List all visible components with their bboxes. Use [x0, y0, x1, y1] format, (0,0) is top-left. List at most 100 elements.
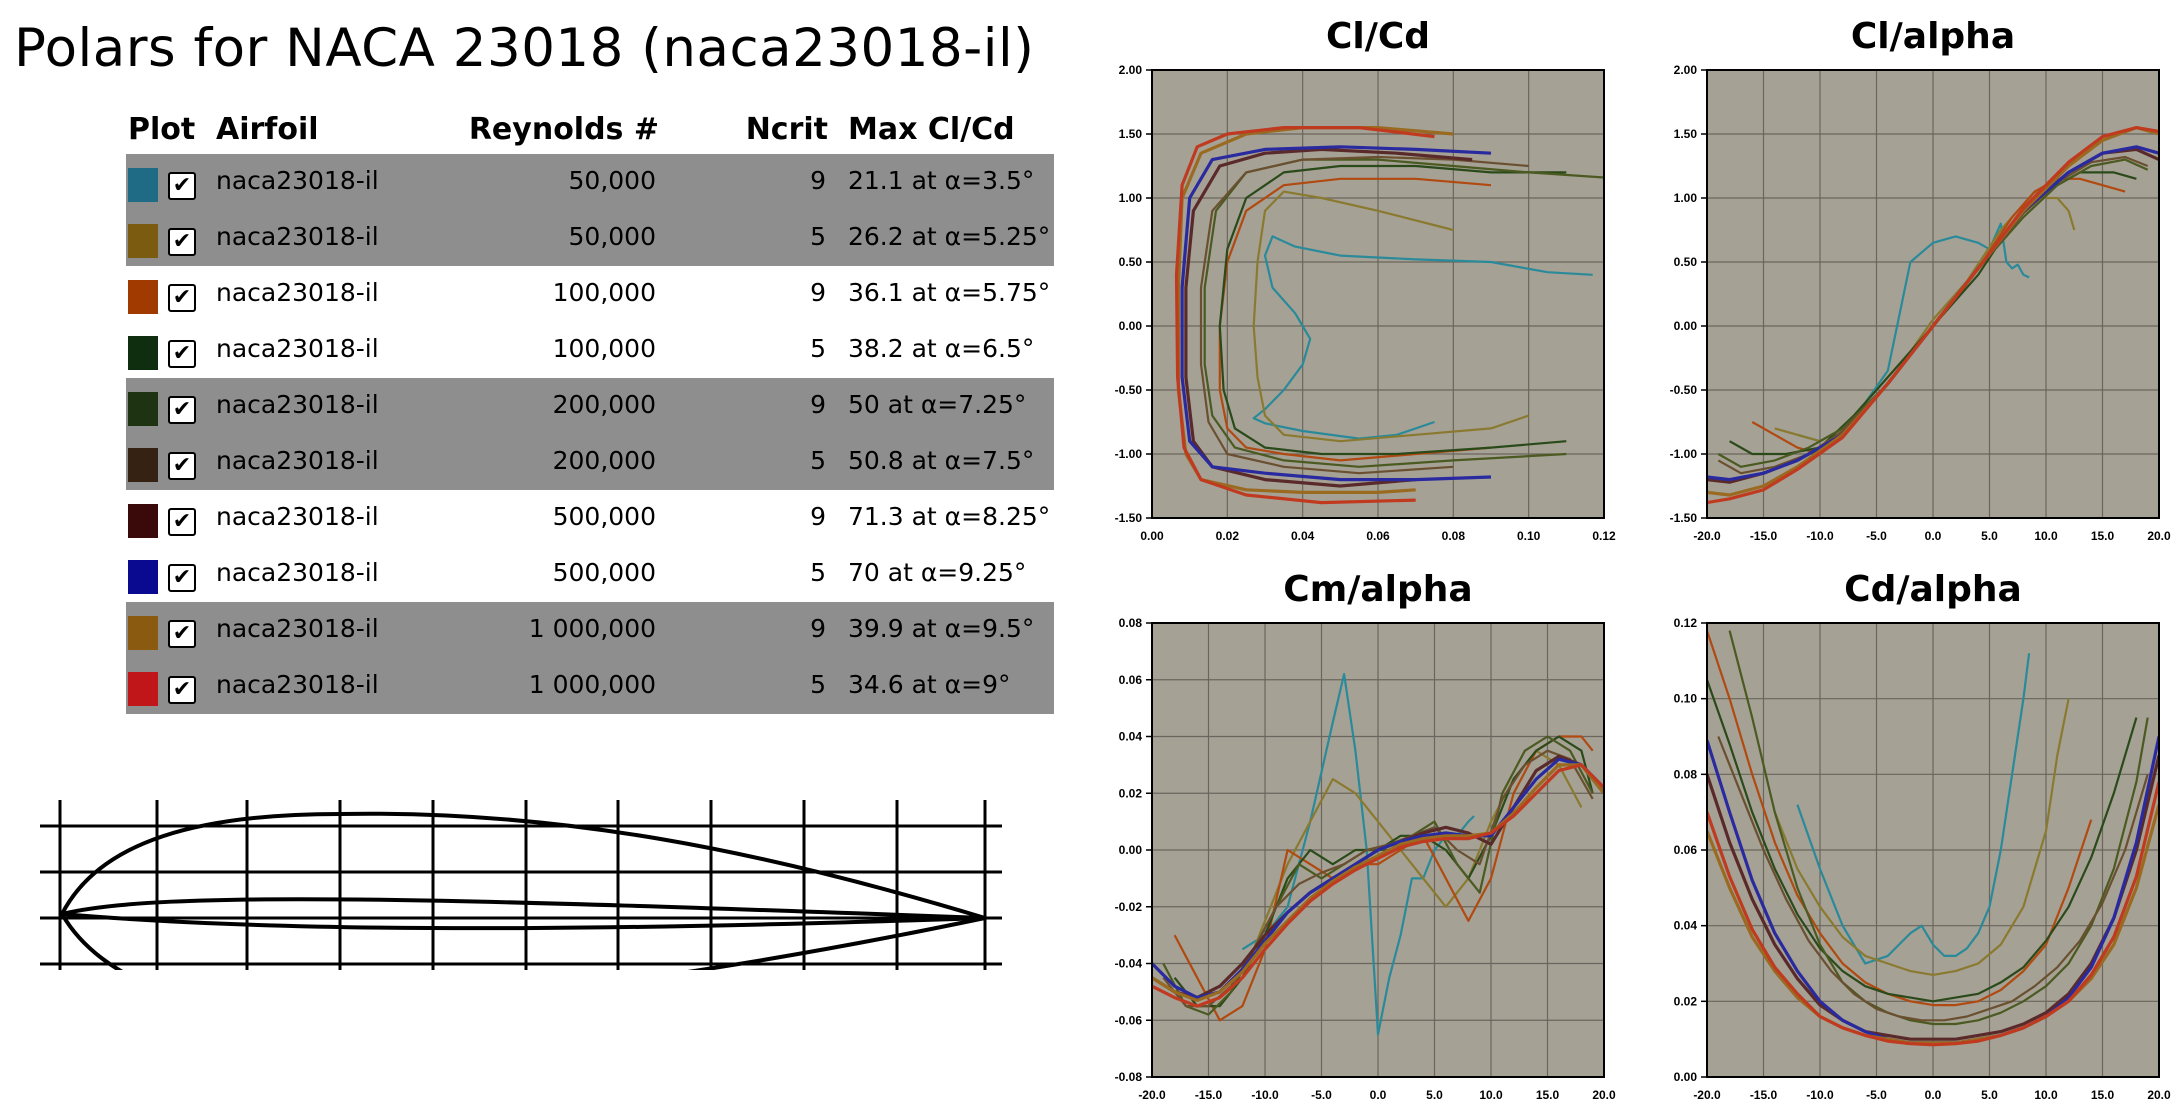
reynolds-number: 100,000: [552, 334, 656, 363]
y-tick-label: 1.00: [1119, 191, 1143, 205]
x-tick-label: 0.12: [1592, 529, 1616, 543]
table-row: ✔ naca23018-il 1 000,000 9 39.9 at α=9.5°: [126, 602, 1054, 658]
ncrit-value: 9: [810, 614, 826, 643]
chart-title: Cl/alpha: [1851, 16, 2015, 57]
header-ncrit: Ncrit: [745, 112, 828, 147]
plot-checkbox[interactable]: ✔: [168, 452, 196, 480]
plot-checkbox[interactable]: ✔: [168, 676, 196, 704]
y-tick-label: 0.50: [1674, 255, 1698, 269]
table-row: ✔ naca23018-il 1 000,000 5 34.6 at α=9°: [126, 658, 1054, 714]
x-tick-label: -10.0: [1251, 1088, 1279, 1102]
series-color-swatch: [128, 280, 158, 314]
plot-checkbox[interactable]: ✔: [168, 396, 196, 424]
ncrit-value: 5: [810, 670, 826, 699]
max-clcd-value: 71.3 at α=8.25°: [848, 502, 1051, 531]
x-tick-label: 0.02: [1216, 529, 1240, 543]
series-line-2: [1252, 190, 1530, 443]
y-tick-label: -1.00: [1670, 447, 1698, 461]
series-line-4: [1707, 679, 2138, 1003]
plot-checkbox[interactable]: ✔: [168, 284, 196, 312]
series-color-swatch: [128, 392, 158, 426]
x-tick-label: 0.0: [1925, 1088, 1942, 1102]
table-row: ✔ naca23018-il 50,000 9 21.1 at α=3.5°: [126, 154, 1054, 210]
airfoil-name: naca23018-il: [216, 278, 379, 307]
series-line-10: [1174, 125, 1435, 505]
y-tick-label: 0.08: [1119, 616, 1143, 630]
airfoil-name: naca23018-il: [216, 166, 379, 195]
table-row: ✔ naca23018-il 200,000 9 50 at α=7.25°: [126, 378, 1054, 434]
table-row: ✔ naca23018-il 500,000 9 71.3 at α=8.25°: [126, 490, 1054, 546]
ncrit-value: 9: [810, 166, 826, 195]
y-tick-label: -0.04: [1115, 957, 1143, 971]
x-tick-label: -5.0: [1866, 1088, 1887, 1102]
max-clcd-value: 70 at α=9.25°: [848, 558, 1027, 587]
y-tick-label: -0.06: [1115, 1013, 1143, 1027]
y-tick-label: 2.00: [1674, 63, 1698, 77]
series-line-10: [1707, 125, 2159, 505]
reynolds-number: 500,000: [552, 558, 656, 587]
plot-checkbox[interactable]: ✔: [168, 228, 196, 256]
airfoil-name: naca23018-il: [216, 614, 379, 643]
series-line-10: [1152, 763, 1604, 1008]
series-line-3: [1707, 630, 2093, 1007]
table-body: ✔ naca23018-il 50,000 9 21.1 at α=3.5° ✔ naca2…: [126, 154, 1054, 714]
x-tick-label: 0.0: [1925, 529, 1942, 543]
airfoil-name: naca23018-il: [216, 390, 379, 419]
y-tick-label: -0.50: [1115, 383, 1143, 397]
plot-checkbox[interactable]: ✔: [168, 564, 196, 592]
header-plot: Plot: [128, 112, 196, 147]
airfoil-name: naca23018-il: [216, 558, 379, 587]
y-tick-label: 0.06: [1119, 673, 1143, 687]
max-clcd-value: 26.2 at α=5.25°: [848, 222, 1051, 251]
y-tick-label: 1.50: [1119, 127, 1143, 141]
airfoil-name: naca23018-il: [216, 502, 379, 531]
x-tick-label: 5.0: [1426, 1088, 1443, 1102]
series-color-swatch: [128, 336, 158, 370]
plot-checkbox[interactable]: ✔: [168, 172, 196, 200]
series-line-5: [1203, 158, 1604, 468]
ncrit-value: 5: [810, 222, 826, 251]
x-tick-label: -5.0: [1866, 529, 1887, 543]
series-line-9: [1152, 763, 1604, 1002]
y-tick-label: 0.02: [1119, 786, 1143, 800]
reynolds-number: 500,000: [552, 502, 656, 531]
series-line-9: [1707, 804, 2159, 1045]
max-clcd-value: 50 at α=7.25°: [848, 390, 1027, 419]
airfoil-name: naca23018-il: [216, 334, 379, 363]
table-row-group: ✔ naca23018-il 1 000,000 9 39.9 at α=9.5° ✔ na…: [126, 602, 1054, 714]
table-row-group: ✔ naca23018-il 100,000 9 36.1 at α=5.75° ✔ nac…: [126, 266, 1054, 378]
table-row-group: ✔ naca23018-il 200,000 9 50 at α=7.25° ✔ naca2…: [126, 378, 1054, 490]
ncrit-value: 9: [810, 278, 826, 307]
y-tick-label: -0.08: [1115, 1070, 1143, 1084]
series-group: [1152, 672, 1604, 1036]
series-line-6: [1199, 155, 1529, 475]
cmalpha-chart: Cm/alpha -20.0 -15.0 -10.0 -5.0 0.0 5.0 10.0 15.…: [1115, 569, 1616, 1102]
x-tick-label: -20.0: [1693, 529, 1721, 543]
plot-checkbox[interactable]: ✔: [168, 340, 196, 368]
ncrit-value: 9: [810, 502, 826, 531]
series-line-7: [1707, 755, 2159, 1041]
ncrit-value: 9: [810, 390, 826, 419]
polar-table: Plot Airfoil Reynolds # Ncrit Max Cl/Cd …: [126, 108, 1054, 714]
series-line-2: [1773, 698, 2070, 976]
ncrit-value: 5: [810, 334, 826, 363]
x-tick-label: 20.0: [1592, 1088, 1616, 1102]
airfoil-shape-view: [40, 800, 1002, 970]
max-clcd-value: 50.8 at α=7.5°: [848, 446, 1035, 475]
plot-frame: [1151, 69, 1605, 519]
plot-checkbox[interactable]: ✔: [168, 620, 196, 648]
series-color-swatch: [128, 672, 158, 706]
airfoil-name: naca23018-il: [216, 670, 379, 699]
airfoil-name: naca23018-il: [216, 222, 379, 251]
table-row-group: ✔ naca23018-il 50,000 9 21.1 at α=3.5° ✔ naca2…: [126, 154, 1054, 266]
max-clcd-value: 39.9 at α=9.5°: [848, 614, 1035, 643]
y-tick-label: 1.50: [1674, 127, 1698, 141]
header-reynolds: Reynolds #: [468, 112, 659, 147]
plot-checkbox[interactable]: ✔: [168, 508, 196, 536]
x-tick-label: 10.0: [2034, 1088, 2058, 1102]
x-tick-label: -10.0: [1806, 529, 1834, 543]
y-tick-label: 0.12: [1674, 616, 1698, 630]
header-max-clcd: Max Cl/Cd: [848, 112, 1015, 147]
table-row: ✔ naca23018-il 100,000 5 38.2 at α=6.5°: [126, 322, 1054, 378]
table-row: ✔ naca23018-il 100,000 9 36.1 at α=5.75°: [126, 266, 1054, 322]
